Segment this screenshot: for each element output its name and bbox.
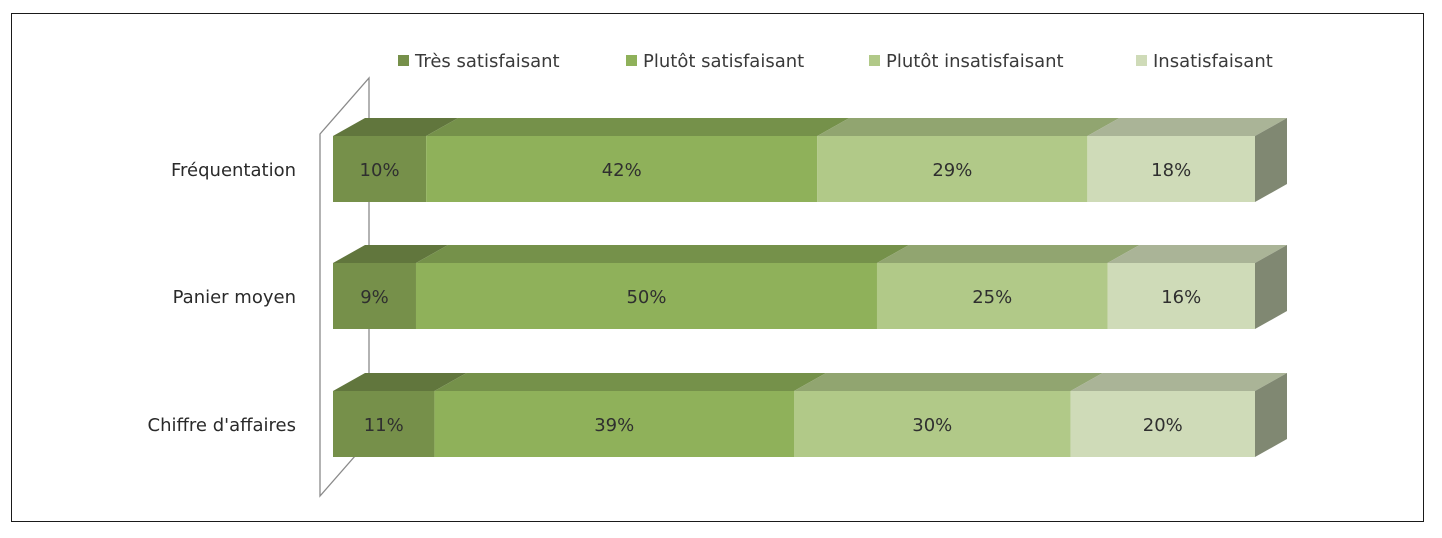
bar-segment: 18% (1087, 118, 1287, 202)
legend-label: Très satisfaisant (414, 51, 560, 72)
legend-label: Plutôt insatisfaisant (886, 51, 1064, 72)
bar-segment: 42% (426, 118, 850, 202)
legend-swatch (626, 55, 637, 66)
legend-item: Plutôt insatisfaisant (869, 51, 1064, 72)
bar-segment: 30% (794, 373, 1103, 457)
chart-frame (11, 13, 1424, 522)
bar-top-face (817, 118, 1120, 136)
legend-swatch (398, 55, 409, 66)
bar-side-face (1255, 118, 1287, 202)
bar-top-face (333, 373, 467, 391)
legend-item: Insatisfaisant (1136, 51, 1273, 72)
bar-top-face (434, 373, 826, 391)
category-label: Panier moyen (173, 287, 296, 308)
bar (333, 136, 427, 202)
bar (333, 263, 416, 329)
legend-label: Plutôt satisfaisant (643, 51, 804, 72)
bar-segment: 39% (434, 373, 826, 457)
bar-top-face (333, 245, 448, 263)
bar (794, 391, 1071, 457)
bar (415, 263, 877, 329)
bar (434, 391, 794, 457)
data-label: 11% (364, 415, 404, 436)
bar-segment: 25% (876, 245, 1140, 329)
bar-top-face (1070, 373, 1287, 391)
legend-item: Plutôt satisfaisant (626, 51, 804, 72)
bar-side-face (1255, 373, 1287, 457)
bar-top-face (1107, 245, 1287, 263)
bar (1107, 263, 1255, 329)
bar-segment: 10% (333, 118, 459, 202)
category-label: Fréquentation (171, 160, 296, 181)
data-label: 18% (1151, 160, 1191, 181)
data-label: 10% (360, 160, 400, 181)
bar-top-face (333, 118, 459, 136)
data-label: 39% (594, 415, 634, 436)
data-label: 42% (602, 160, 642, 181)
bar-top-face (415, 245, 909, 263)
bar-top-face (794, 373, 1103, 391)
bar-segment: 20% (1070, 373, 1287, 457)
data-label: 20% (1143, 415, 1183, 436)
data-label: 25% (972, 287, 1012, 308)
bar-top-face (426, 118, 850, 136)
bar-segment: 16% (1107, 245, 1287, 329)
bar-segment: 50% (415, 245, 909, 329)
legend-label: Insatisfaisant (1153, 51, 1273, 72)
bar (426, 136, 818, 202)
data-label: 29% (932, 160, 972, 181)
bar (876, 263, 1108, 329)
bar (817, 136, 1088, 202)
bar-top-face (1087, 118, 1287, 136)
legend-swatch (869, 55, 880, 66)
bar-top-face (876, 245, 1140, 263)
data-label: 9% (360, 287, 389, 308)
bar-side-face (1255, 245, 1287, 329)
data-label: 50% (626, 287, 666, 308)
legend-swatch (1136, 55, 1147, 66)
bar (333, 391, 435, 457)
data-label: 16% (1161, 287, 1201, 308)
bar-segment: 29% (817, 118, 1120, 202)
bar-segment: 11% (333, 373, 467, 457)
bar (1087, 136, 1255, 202)
data-label: 30% (912, 415, 952, 436)
legend-item: Très satisfaisant (398, 51, 560, 72)
bar (1070, 391, 1255, 457)
category-label: Chiffre d'affaires (148, 415, 296, 436)
bar-segment: 9% (333, 245, 448, 329)
